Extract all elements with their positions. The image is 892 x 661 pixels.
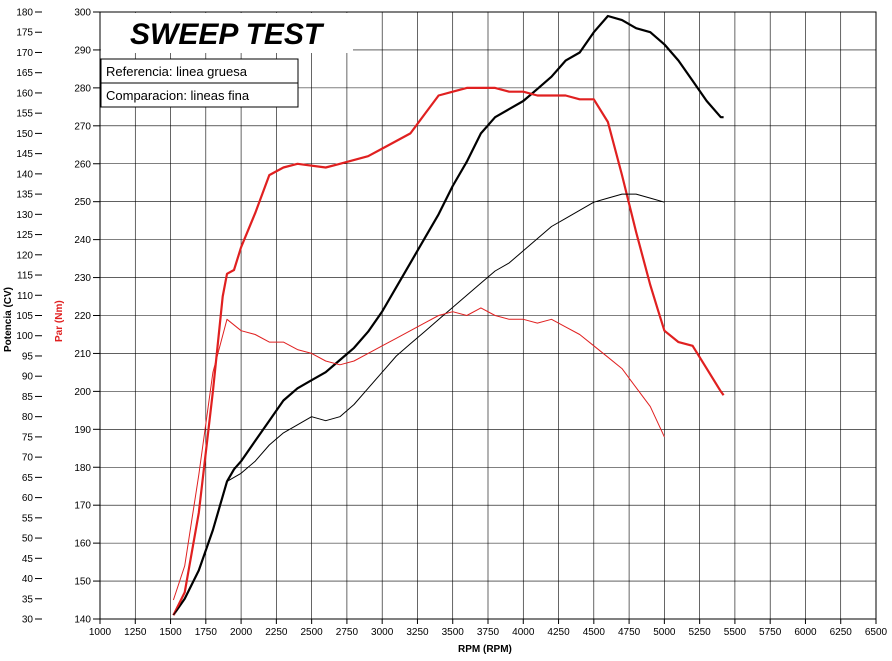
y-left-tick-label: 150 — [16, 129, 33, 140]
x-tick-label: 1750 — [195, 627, 218, 638]
y-right-tick-label: 290 — [74, 45, 91, 56]
x-tick-label: 4000 — [512, 627, 535, 638]
y-left-tick-label: 130 — [16, 210, 33, 221]
x-tick-label: 3250 — [406, 627, 429, 638]
x-tick-label: 5500 — [724, 627, 747, 638]
y-left-tick-label: 45 — [22, 554, 34, 565]
y-right-tick-label: 180 — [74, 463, 91, 474]
y-right-tick-label: 190 — [74, 425, 91, 436]
x-tick-label: 4750 — [618, 627, 641, 638]
y-left-tick-label: 55 — [22, 513, 34, 524]
y-axis-right: 140 150 160 170 180 190 200 210 220 230 240 250 260 2… — [74, 8, 100, 626]
x-tick-label: 3000 — [371, 627, 394, 638]
y-left-tick-label: 140 — [16, 169, 33, 180]
x-tick-label: 2500 — [301, 627, 324, 638]
y-left-tick-label: 125 — [16, 230, 33, 241]
y-left-tick-label: 180 — [16, 8, 33, 19]
x-tick-label: 5750 — [759, 627, 782, 638]
y-left-tick-label: 30 — [22, 615, 34, 626]
y-left-tick-label: 95 — [22, 351, 34, 362]
series-potencia-referencia — [172, 14, 724, 616]
x-tick-label: 6500 — [865, 627, 888, 638]
y-left-tick-label: 105 — [16, 311, 33, 322]
y-right-tick-label: 220 — [74, 311, 91, 322]
y-right-tick-label: 210 — [74, 349, 91, 360]
y-left-tick-label: 145 — [16, 149, 33, 160]
y-left-tick-label: 110 — [17, 291, 33, 302]
title-box — [101, 13, 353, 53]
x-tick-label: 5000 — [653, 627, 676, 638]
x-tick-label: 6000 — [794, 627, 817, 638]
y-right-tick-label: 170 — [74, 501, 91, 512]
y-axis-left: 30 35 40 45 50 55 60 65 70 75 80 85 90 95 100 105 110 115… — [16, 8, 42, 626]
y-right-tick-label: 280 — [74, 83, 91, 94]
grid — [99, 11, 877, 620]
y-left-tick-label: 70 — [22, 453, 34, 464]
y-left-tick-label: 65 — [22, 473, 34, 484]
legend-box-reference — [100, 58, 299, 84]
y-right-tick-label: 240 — [74, 235, 91, 246]
y-right-tick-label: 230 — [74, 273, 91, 284]
x-tick-label: 5250 — [689, 627, 712, 638]
y-right-tick-label: 200 — [74, 387, 91, 398]
legend-comparison: Comparacion: lineas fina — [106, 88, 250, 103]
series-potencia-comparacion — [172, 193, 665, 616]
series-par-referencia — [172, 86, 725, 616]
y-left-tick-label: 50 — [22, 534, 34, 545]
x-tick-label: 2250 — [265, 627, 288, 638]
y-axis-left-title: Potencia (CV) — [3, 287, 14, 352]
y-left-tick-label: 90 — [22, 372, 34, 383]
x-axis: 1000 1250 1500 1750 2000 2250 2500 2750 3000 3250… — [89, 619, 888, 638]
y-left-tick-label: 165 — [16, 68, 33, 79]
y-left-tick-label: 115 — [17, 271, 33, 282]
y-left-tick-label: 170 — [16, 48, 33, 59]
y-left-tick-label: 75 — [22, 432, 34, 443]
x-tick-label: 3750 — [477, 627, 500, 638]
y-left-tick-label: 35 — [22, 594, 34, 605]
x-tick-label: 2000 — [230, 627, 253, 638]
y-left-tick-label: 135 — [16, 190, 33, 201]
y-right-tick-label: 160 — [74, 539, 91, 550]
series-par-comparacion — [172, 307, 665, 601]
series-layer — [172, 14, 725, 616]
y-left-tick-label: 80 — [22, 412, 34, 423]
y-left-tick-label: 60 — [22, 493, 34, 504]
y-left-tick-label: 120 — [16, 250, 33, 261]
y-right-tick-label: 270 — [74, 121, 91, 132]
y-right-tick-label: 260 — [74, 159, 91, 170]
y-right-tick-label: 300 — [74, 8, 91, 19]
legend-box-comparison — [100, 82, 299, 108]
y-right-tick-label: 250 — [74, 197, 91, 208]
y-right-tick-label: 140 — [74, 615, 91, 626]
chart-title: SWEEP TEST — [130, 18, 325, 51]
x-tick-label: 1500 — [159, 627, 182, 638]
y-left-tick-label: 40 — [22, 574, 34, 585]
y-left-tick-label: 155 — [16, 109, 33, 120]
legend-reference: Referencia: linea gruesa — [106, 64, 248, 79]
x-tick-label: 3500 — [442, 627, 465, 638]
y-axis-right-title: Par (Nm) — [54, 300, 65, 342]
y-left-tick-label: 160 — [16, 88, 33, 99]
x-tick-label: 4500 — [583, 627, 606, 638]
x-tick-label: 1000 — [89, 627, 112, 638]
y-left-tick-label: 175 — [16, 28, 33, 39]
x-tick-label: 1250 — [124, 627, 147, 638]
y-left-tick-label: 85 — [22, 392, 34, 403]
x-tick-label: 4250 — [547, 627, 570, 638]
x-axis-title: RPM (RPM) — [458, 644, 512, 655]
x-tick-label: 6250 — [830, 627, 853, 638]
y-left-tick-label: 100 — [16, 331, 33, 342]
x-tick-label: 2750 — [336, 627, 359, 638]
y-right-tick-label: 150 — [74, 577, 91, 588]
